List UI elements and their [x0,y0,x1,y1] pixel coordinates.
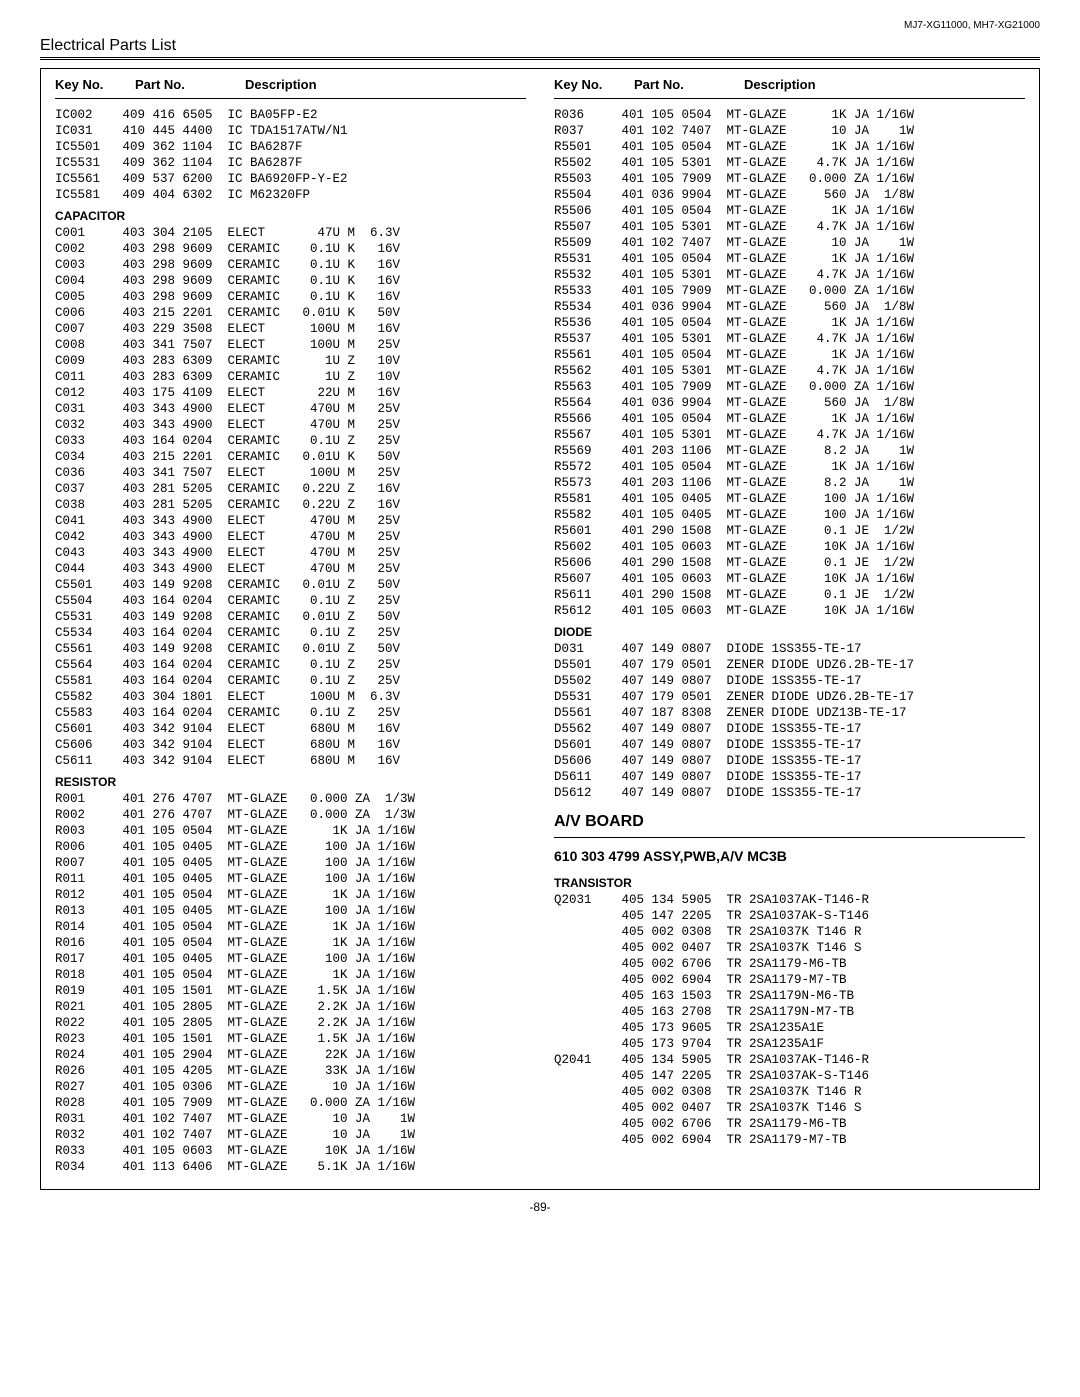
assy-line: 610 303 4799 ASSY,PWB,A/V MC3B [554,848,1025,864]
columns-wrap: Key No. Part No. Description IC002 409 4… [55,77,1025,1175]
hdr-key: Key No. [55,77,135,92]
transistor-block: Q2031 405 134 5905 TR 2SA1037AK-T146-R 4… [554,892,1025,1148]
board-title: A/V BOARD [554,805,1025,838]
hdr-desc: Description [245,77,526,92]
page-title: Electrical Parts List [40,37,1040,60]
right-column: Key No. Part No. Description R036 401 10… [554,77,1025,1175]
capacitor-block: C001 403 304 2105 ELECT 47U M 6.3V C002 … [55,225,526,769]
hdr-desc-r: Description [744,77,1025,92]
header-models: MJ7-XG11000, MH7-XG21000 [40,20,1040,31]
left-col-header: Key No. Part No. Description [55,77,526,99]
page-number: -89- [40,1200,1040,1214]
capacitor-label: CAPACITOR [55,209,526,223]
resistor-block-right: R036 401 105 0504 MT-GLAZE 1K JA 1/16W R… [554,107,1025,619]
hdr-part-r: Part No. [634,77,744,92]
left-top-block: IC002 409 416 6505 IC BA05FP-E2 IC031 41… [55,107,526,203]
diode-block: D031 407 149 0807 DIODE 1SS355-TE-17 D55… [554,641,1025,801]
resistor-label-left: RESISTOR [55,775,526,789]
left-column: Key No. Part No. Description IC002 409 4… [55,77,526,1175]
resistor-block-left: R001 401 276 4707 MT-GLAZE 0.000 ZA 1/3W… [55,791,526,1175]
hdr-key-r: Key No. [554,77,634,92]
transistor-label: TRANSISTOR [554,876,1025,890]
outer-frame: Key No. Part No. Description IC002 409 4… [40,68,1040,1190]
right-col-header: Key No. Part No. Description [554,77,1025,99]
hdr-part: Part No. [135,77,245,92]
diode-label: DIODE [554,625,1025,639]
